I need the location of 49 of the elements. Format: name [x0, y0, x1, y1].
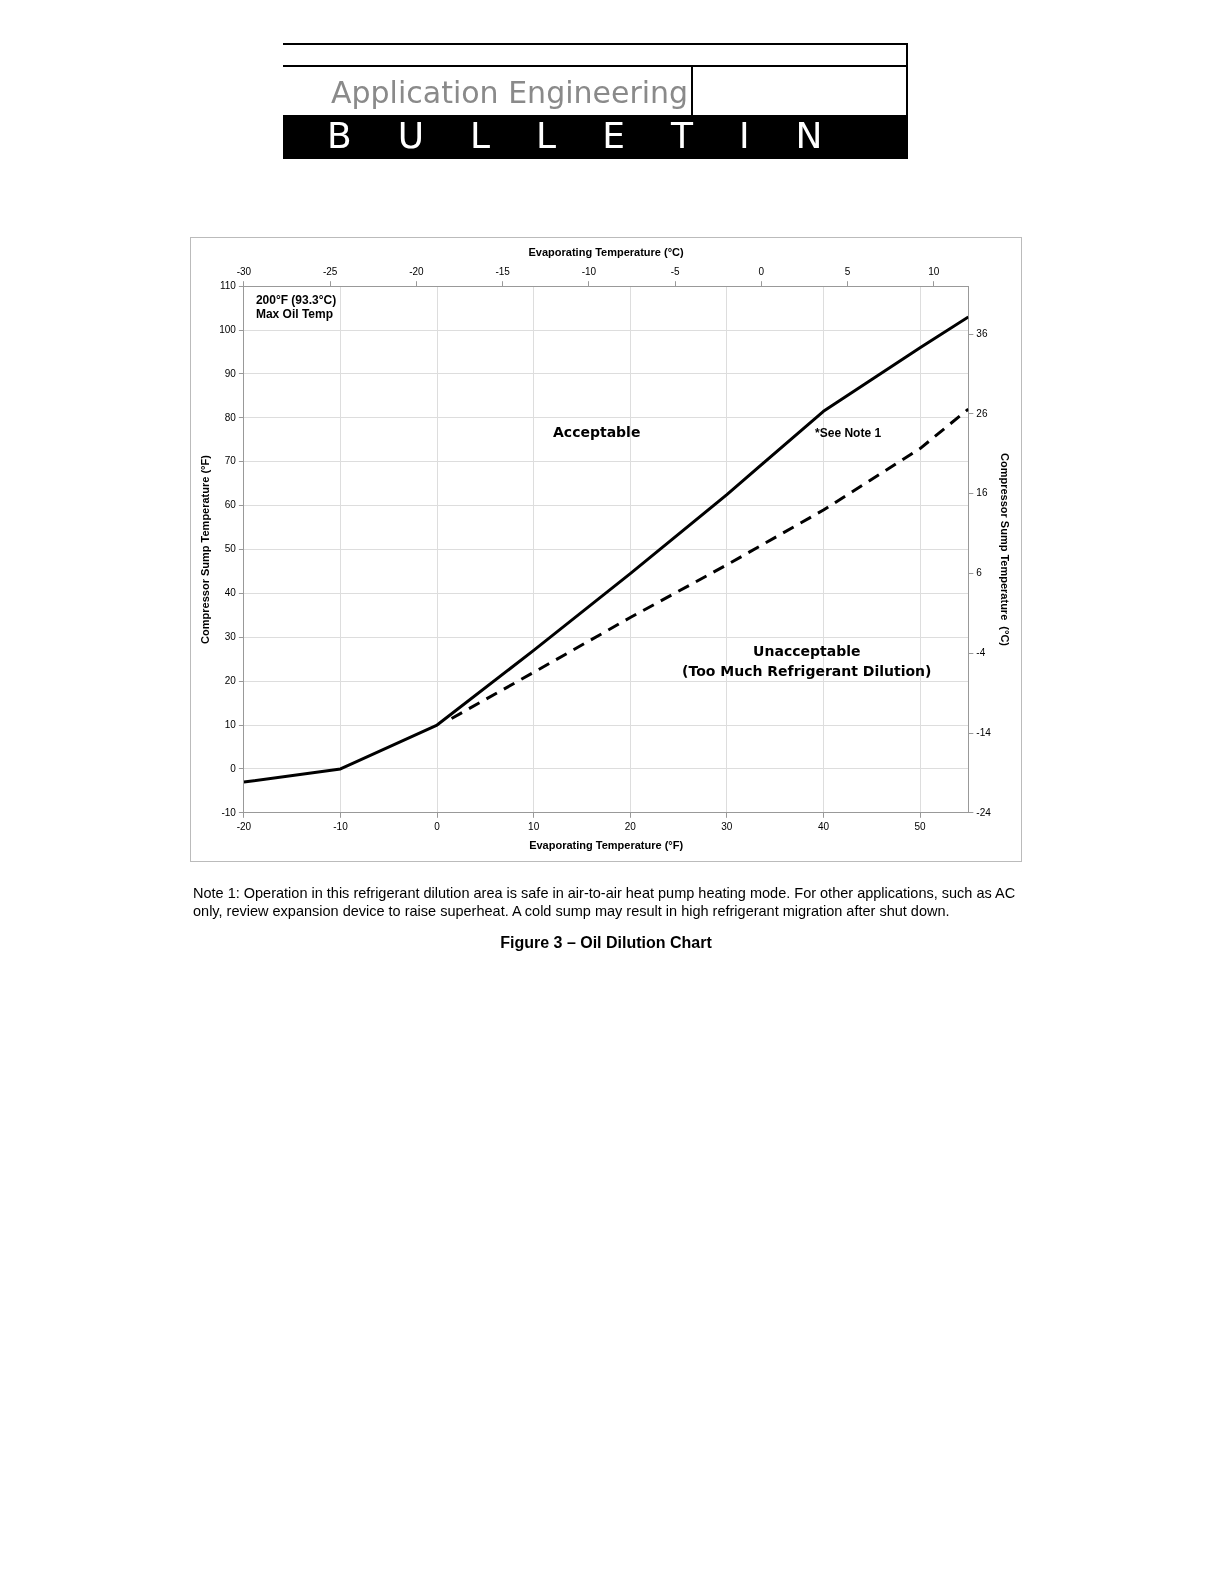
x2-tick-label: -30 [236, 265, 252, 277]
y-tick-label: 10 [224, 718, 237, 730]
x-axis-title: Evaporating Temperature (°F) [529, 839, 684, 852]
y-tick-label: 70 [224, 455, 237, 467]
y2-tick-label: -14 [976, 726, 992, 738]
x-tick-label: -10 [333, 820, 349, 832]
x-tick-label: 20 [624, 820, 637, 832]
y-tick-label: 30 [224, 631, 237, 643]
x-tick-label: 30 [721, 820, 733, 832]
x2-tick-label: -15 [495, 265, 511, 277]
x-tick-label: 40 [817, 820, 830, 832]
text: Note 1: Operation in this refrigerant dilution area is safe in air-to-air heat pump heating mode. For other applications, such as AC only, review expansion device to raise superheat. A cold sump may result in high refrigerant migration after shut down. [193, 884, 1017, 920]
y-tick-label: 20 [224, 674, 237, 686]
x2-tick-label: 5 [844, 265, 851, 277]
x-tick-label: 0 [434, 820, 441, 832]
y2-tick-label: 36 [976, 327, 988, 339]
y-axis-title: Compressor Sump Temperature (°F) [198, 454, 211, 644]
x-tick-label: 50 [914, 820, 927, 832]
x2-tick-label: -25 [322, 265, 338, 277]
text: BULLETIN [283, 115, 906, 157]
y2-tick-label: 26 [976, 407, 988, 419]
annotation: 200°F (93.3°C) Max Oil Temp [255, 292, 337, 321]
x2-tick-label: -10 [581, 265, 597, 277]
x2-tick-label: -5 [670, 265, 680, 277]
annotation: Unacceptable (Too Much Refrigerant Dilution) [682, 642, 932, 679]
y-tick-label: 110 [219, 279, 237, 291]
y-tick-label: -10 [221, 806, 237, 818]
annotation: Acceptable [552, 424, 641, 441]
text: Application Engineering [331, 75, 689, 110]
y-tick-label: 80 [224, 411, 237, 423]
x2-tick-label: 0 [758, 265, 765, 277]
text: Figure 3 – Oil Dilution Chart [499, 934, 713, 952]
annotation: *See Note 1 [815, 425, 882, 440]
x2-axis-title: Evaporating Temperature (°C) [528, 245, 685, 258]
y-tick-label: 40 [224, 587, 237, 599]
y2-tick-label: 16 [976, 487, 988, 499]
x2-tick-label: 10 [928, 265, 940, 277]
y-tick-label: 0 [230, 762, 237, 774]
y-tick-label: 60 [224, 499, 237, 511]
x-tick-label: 10 [528, 820, 540, 832]
x2-tick-label: -20 [409, 265, 425, 277]
y2-tick-label: -4 [976, 646, 986, 658]
y2-tick-label: 6 [976, 567, 983, 579]
y-tick-label: 50 [224, 543, 237, 555]
x-tick-label: -20 [236, 820, 252, 832]
y-tick-label: 90 [224, 367, 237, 379]
y2-axis-title: Compressor Sump Temperature (°C) [999, 452, 1012, 647]
y2-tick-label: -24 [976, 806, 992, 818]
y-tick-label: 100 [219, 323, 237, 335]
